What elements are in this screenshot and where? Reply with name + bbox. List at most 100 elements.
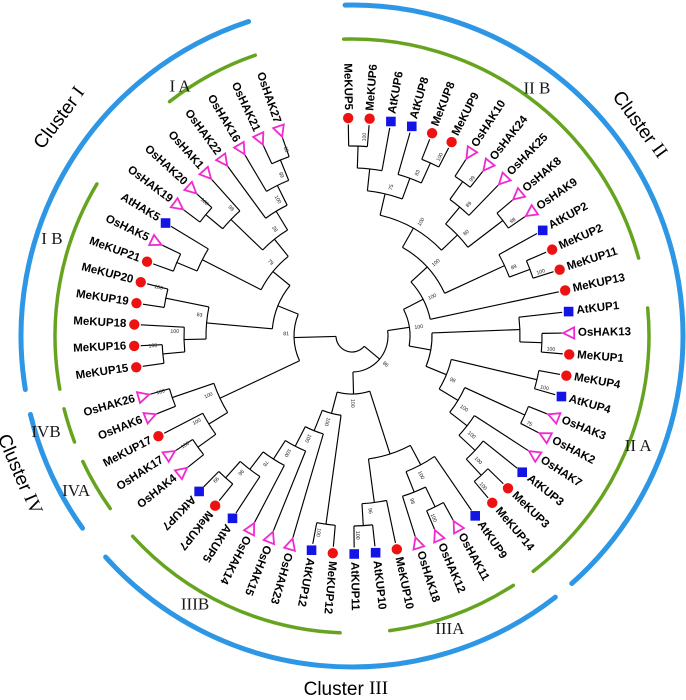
- taxon-symbol-circle-MeKUP19: [131, 297, 142, 309]
- bootstrap-value: 100: [362, 132, 369, 141]
- taxon-symbol-circle-MeKUP3: [502, 483, 514, 494]
- taxon-symbol-circle-MeKUP20: [135, 276, 146, 288]
- bootstrap-value: 100: [323, 417, 331, 427]
- taxon-symbol-triangle-OsHAK5: [147, 233, 164, 247]
- bootstrap-value: 89: [510, 264, 518, 272]
- bootstrap-value: 100: [436, 152, 445, 163]
- branch-radial: [434, 456, 473, 511]
- branch-radial: [532, 271, 554, 279]
- taxon-label-OsHAK23: OsHAK23: [268, 551, 294, 605]
- branch-radial: [294, 335, 337, 339]
- taxon-label-MeKUP19: MeKUP19: [75, 288, 129, 308]
- cluster-arc-cluster-3: [103, 554, 558, 670]
- cluster-label-III: Cluster III: [304, 678, 388, 700]
- taxon-symbols: [129, 112, 576, 559]
- branch-radial: [249, 451, 264, 470]
- taxon-symbol-triangle-OsHAK13: [561, 325, 576, 340]
- taxon-label-AtKUP6: AtKUP6: [386, 70, 405, 114]
- bootstrap-value: 86: [381, 361, 389, 369]
- bootstrap-labels: 86 100 100 100 100 75 100 83 100 80 89 99 98 89 100 100…: [148, 132, 555, 539]
- taxon-symbol-triangle-OsHAK26: [135, 391, 151, 405]
- cluster-label-II: Cluster II: [608, 87, 671, 163]
- branch-radial: [379, 193, 386, 216]
- bootstrap-value: 98: [509, 217, 517, 225]
- bootstrap-value: 100: [273, 195, 283, 206]
- taxon-label-MeKUP21: MeKUP21: [88, 235, 143, 265]
- bootstrap-value: 100: [416, 470, 425, 481]
- bootstrap-value: 80: [462, 229, 470, 237]
- branch-radial: [403, 298, 424, 310]
- branch-radial: [444, 265, 505, 294]
- taxon-symbol-circle-MeKUP9: [446, 136, 457, 148]
- taxon-symbol-circle-MeKUP16: [129, 340, 140, 352]
- branch-radial: [277, 305, 299, 315]
- branch-radial: [449, 411, 468, 427]
- branch-radial: [520, 422, 541, 434]
- taxon-label-AtKUP1: AtKUP1: [576, 300, 620, 317]
- subgroup-arcs: [53, 37, 651, 635]
- branch-radial: [474, 415, 530, 452]
- branch-radial: [148, 388, 170, 396]
- taxon-label-MeKUP20: MeKUP20: [80, 261, 134, 286]
- taxon-label-OsHAK26: OsHAK26: [82, 393, 136, 419]
- branch-radial: [465, 458, 482, 476]
- branch-radial: [182, 208, 201, 223]
- taxon-symbol-triangle-OsHAK18: [412, 535, 426, 551]
- branch-radial: [367, 458, 375, 503]
- taxon-symbol-square-AtKUP8: [406, 121, 417, 132]
- branch-radial: [401, 496, 417, 538]
- branch-radial: [291, 433, 324, 540]
- subgroup-labels: II B II A IIIA IIIB IVA IVB I B I A: [31, 77, 652, 638]
- bootstrap-value: 100: [180, 441, 191, 451]
- bootstrap-value: 96: [366, 508, 373, 514]
- branch-radial: [140, 344, 163, 347]
- branch-radial: [203, 471, 220, 488]
- taxon-label-MeKUP4: MeKUP4: [573, 371, 622, 391]
- branch-radial: [454, 157, 468, 177]
- branch-radial: [160, 244, 181, 255]
- branch-radial: [206, 322, 273, 330]
- taxon-symbol-triangle-OsHAK10: [465, 144, 479, 161]
- subgroup-arc-IA: [167, 53, 258, 104]
- branch-radial: [534, 388, 556, 396]
- taxon-symbol-square-AtKUP2: [537, 225, 548, 236]
- taxon-symbol-triangle-OsHAK11: [452, 519, 466, 535]
- branch-radial: [146, 283, 169, 290]
- branch-radial: [272, 271, 291, 286]
- branch-arc: [293, 313, 301, 361]
- bootstrap-value: 75: [388, 184, 395, 191]
- branch-radial: [230, 219, 264, 251]
- taxon-symbol-circle-MeKUP15: [131, 362, 142, 373]
- taxon-symbol-circle-MeKUP10: [391, 544, 403, 555]
- subgroup-label-IIA: II A: [625, 436, 653, 455]
- branch-radial: [442, 502, 455, 522]
- bootstrap-value: 100: [466, 430, 477, 440]
- bootstrap-value: 63: [282, 146, 290, 154]
- taxon-symbol-triangle-OsHAK6: [142, 412, 158, 426]
- bootstrap-value: 100: [539, 384, 549, 392]
- bootstrap-value: 100: [431, 258, 442, 268]
- branch-radial: [431, 328, 520, 334]
- branch-radial: [210, 178, 241, 212]
- branch-radial: [409, 445, 422, 466]
- bootstrap-value: 100: [417, 217, 427, 228]
- branch-radial: [426, 510, 436, 531]
- bootstrap-value: 100: [154, 284, 164, 292]
- taxon-symbol-triangle-OsHAK24: [482, 156, 497, 173]
- taxon-label-MeKUP13: MeKUP13: [572, 272, 626, 295]
- cluster-arcs: [18, 2, 686, 670]
- branch-radial: [441, 234, 458, 251]
- bootstrap-value: 78: [261, 459, 269, 467]
- branch-radial: [451, 358, 538, 381]
- branch-radial: [469, 170, 485, 188]
- branch-radial: [487, 468, 504, 485]
- taxon-label-OsHAK13: OsHAK13: [578, 326, 631, 339]
- subgroup-label-IVA: IVA: [62, 481, 91, 500]
- taxon-symbol-square-AtKUP1: [563, 306, 574, 317]
- subgroup-label-IIIB: IIIB: [181, 595, 209, 614]
- taxon-label-MeKUP2: MeKUP2: [557, 222, 605, 252]
- taxon-symbol-triangle-OsHAK8: [511, 186, 527, 201]
- bootstrap-value: 83: [196, 312, 203, 319]
- taxon-symbol-triangle-OsHAK25: [497, 170, 513, 186]
